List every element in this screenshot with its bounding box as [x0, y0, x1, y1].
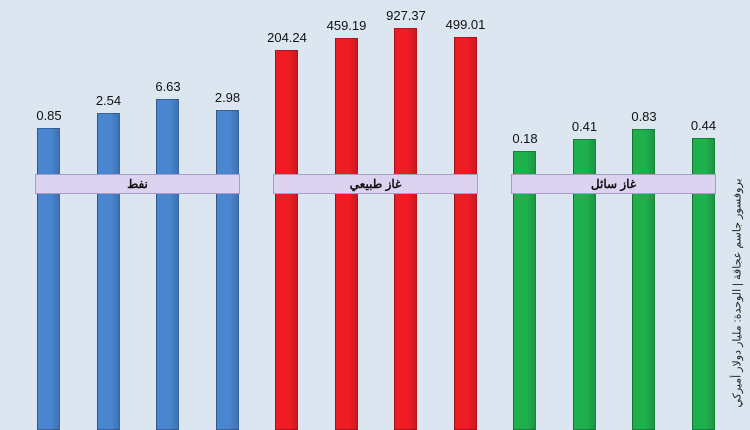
bar [334, 38, 358, 430]
data-label: 499.01 [445, 16, 486, 32]
data-label: 927.37 [386, 8, 426, 24]
data-label: 0.44 [690, 117, 717, 133]
data-label: 6.63 [155, 78, 181, 94]
bar [572, 138, 596, 430]
bar [394, 28, 417, 430]
data-label: 2.54 [95, 92, 122, 108]
bar [215, 110, 239, 430]
credit-text: بروفسور جاسم عجاقة | الوحدة: مليار دولار… [727, 160, 747, 425]
data-label: 0.18 [512, 130, 538, 146]
group-label: غاز سائل [511, 174, 716, 194]
group-label: نفط [35, 174, 240, 194]
bar [275, 49, 298, 430]
bar [37, 128, 60, 430]
bar [691, 137, 715, 430]
bar [632, 128, 655, 430]
data-label: 0.41 [571, 118, 598, 134]
data-label: 0.85 [36, 108, 62, 124]
bar [96, 112, 120, 430]
credit-label: بروفسور جاسم عجاقة | الوحدة: مليار دولار… [731, 177, 744, 408]
data-label: 2.98 [214, 90, 241, 106]
bar [513, 150, 536, 430]
data-label: 204.24 [267, 29, 307, 45]
bar [156, 98, 179, 430]
data-label: 459.19 [326, 18, 367, 34]
group-label: غاز طبيعي [273, 174, 478, 194]
bar [453, 36, 477, 430]
data-label: 0.83 [631, 108, 657, 124]
